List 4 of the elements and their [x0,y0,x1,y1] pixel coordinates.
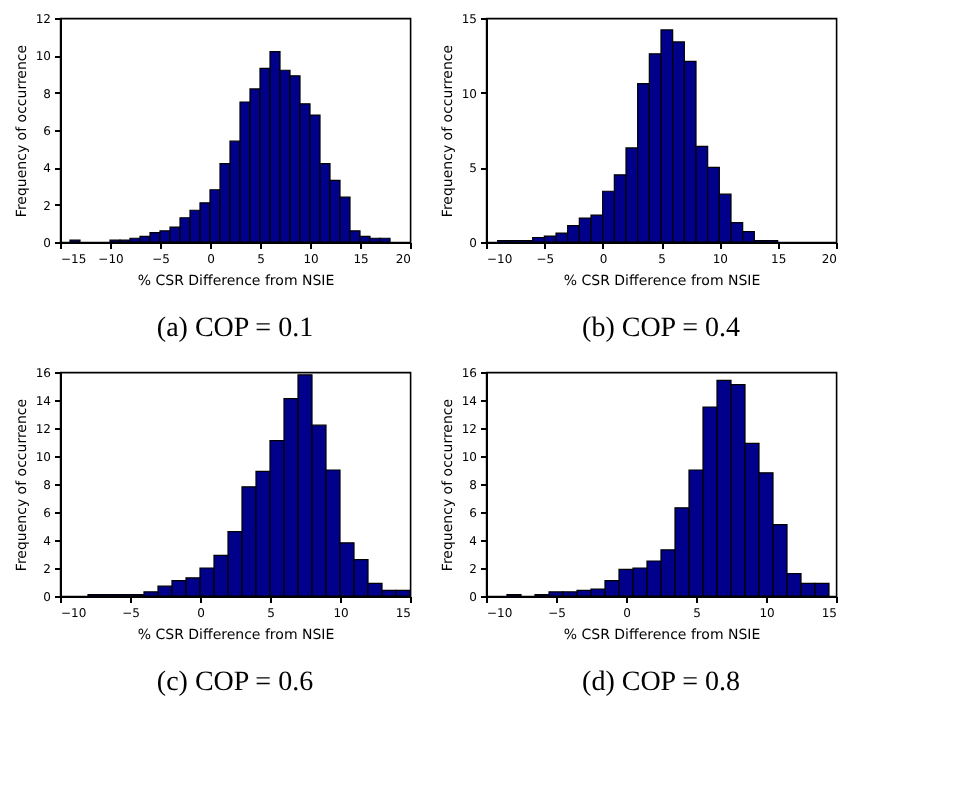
text: (a) COP = 0.1 [156,314,314,344]
text: (b) COP = 0.4 [582,314,740,344]
text: (d) COP = 0.8 [582,668,740,698]
text: (c) COP = 0.6 [156,668,314,698]
